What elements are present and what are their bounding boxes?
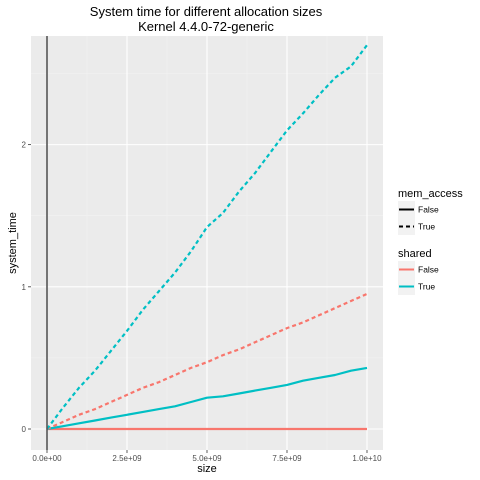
legend-label-shared-true: True: [418, 282, 435, 292]
chart-title: System time for different allocation siz…: [90, 4, 323, 19]
legend-label-mem-access-true: True: [418, 222, 435, 232]
x-axis-ticks: 0.0e+00 2.5e+09 5.0e+09 7.5e+09 1.0e+10: [32, 450, 382, 463]
series-line-mem-access-false-shared-true: [46, 366, 368, 431]
series-lines: [46, 44, 368, 431]
x-tick-label: 1.0e+10: [352, 454, 382, 463]
x-axis-label: size: [197, 463, 217, 475]
series-line-mem-access-true-shared-false: [46, 292, 368, 431]
x-tick-label: 0.0e+00: [32, 454, 62, 463]
legend-label-shared-false: False: [418, 265, 439, 275]
y-tick-label: 2: [22, 141, 27, 150]
y-tick-label: 1: [22, 283, 27, 292]
y-axis-ticks: 0 1 2: [22, 141, 31, 434]
x-tick-label: 5.0e+09: [192, 454, 222, 463]
y-tick-label: 0: [22, 425, 27, 434]
x-tick-label: 7.5e+09: [272, 454, 302, 463]
y-axis-label: system_time: [7, 212, 19, 274]
legend-title-mem-access: mem_access: [398, 188, 463, 200]
x-tick-label: 2.5e+09: [112, 454, 142, 463]
legend: mem_access False True shared False True: [398, 188, 463, 295]
series-line-mem-access-true-shared-true: [46, 44, 368, 430]
legend-label-mem-access-false: False: [418, 205, 439, 215]
legend-title-shared: shared: [398, 248, 432, 260]
chart-subtitle: Kernel 4.4.0-72-generic: [138, 19, 274, 34]
